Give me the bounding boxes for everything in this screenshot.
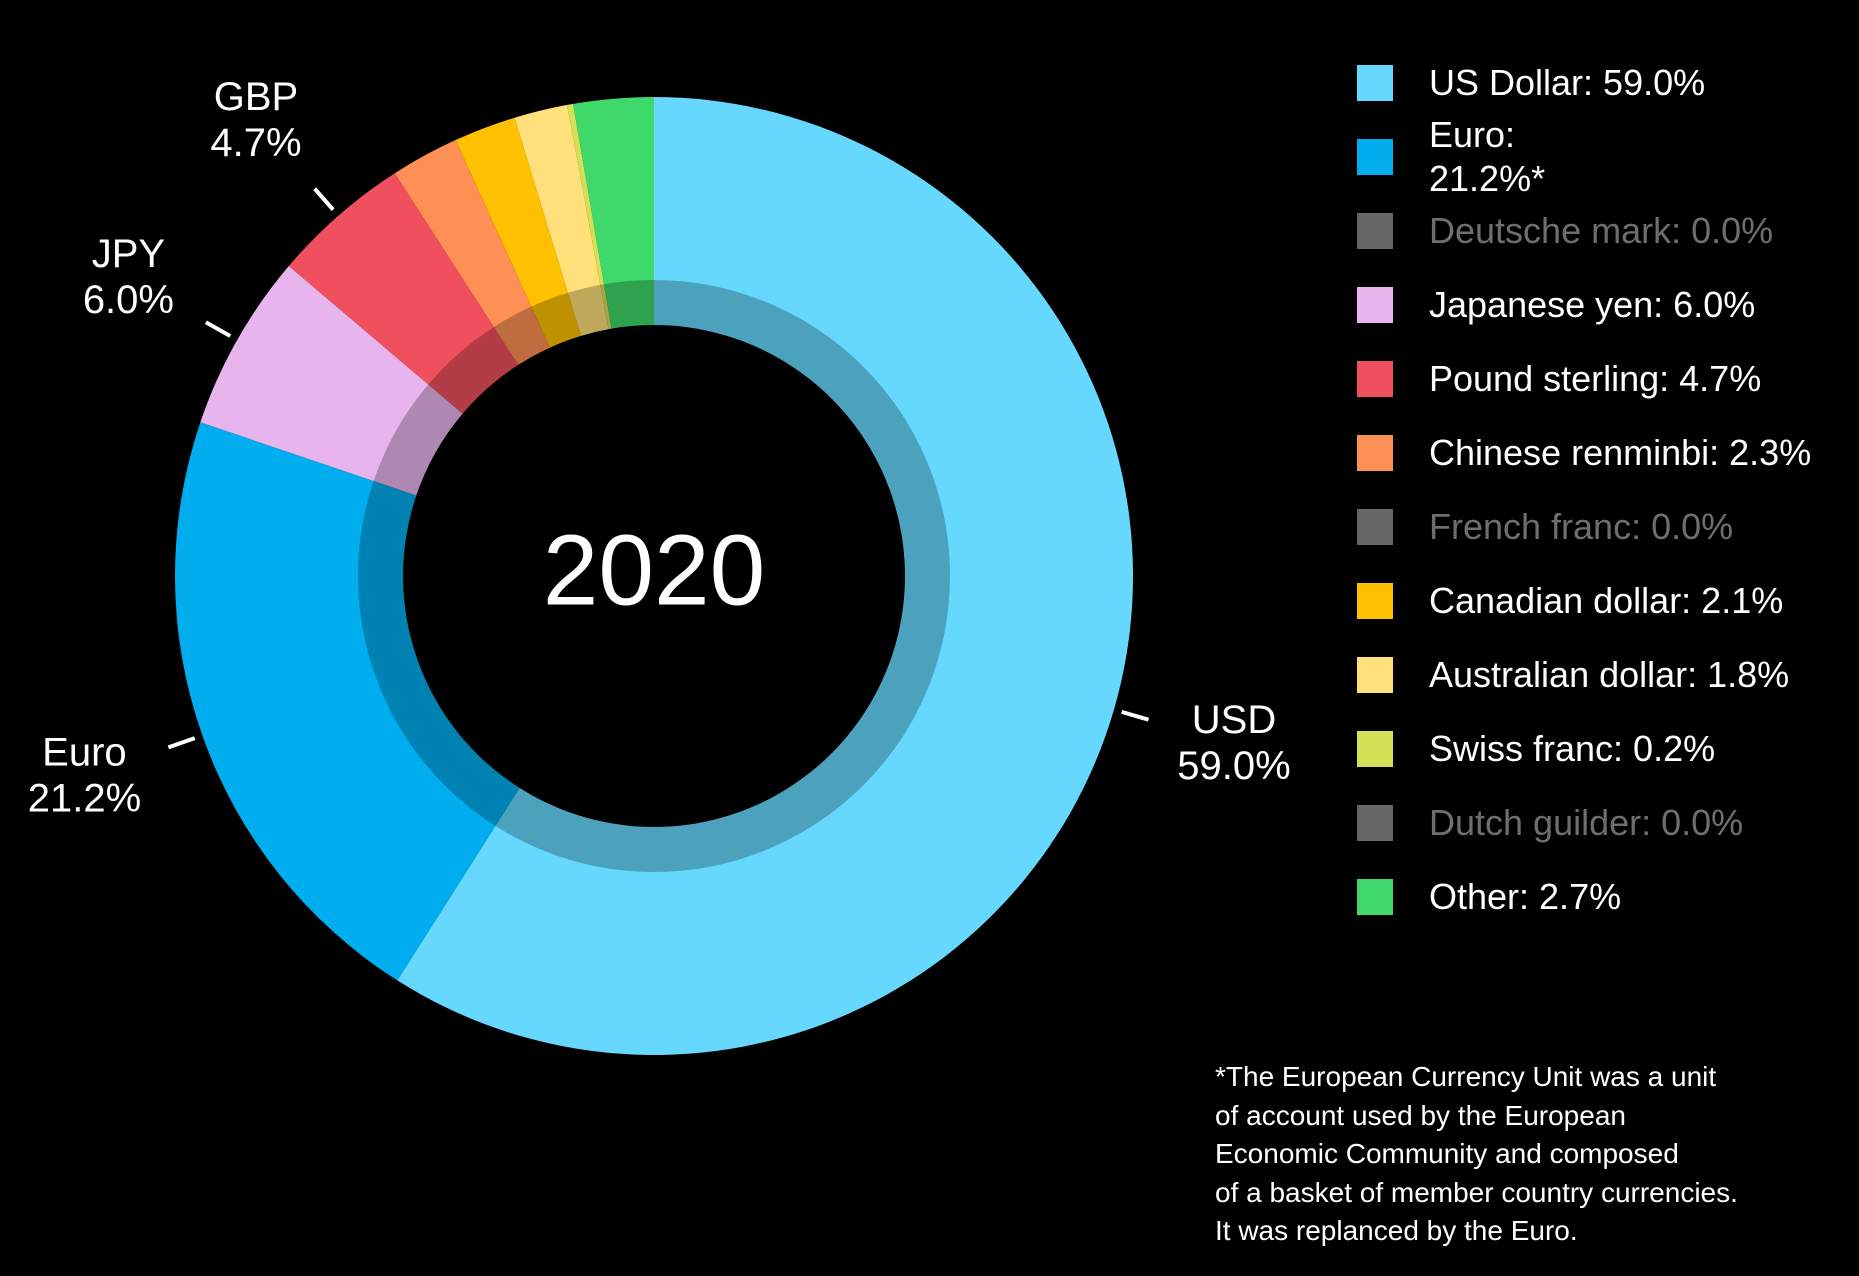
- legend-item: Dutch guilder: 0.0%: [1357, 786, 1811, 860]
- legend-label: Canadian dollar: 2.1%: [1429, 580, 1784, 621]
- legend-label: Euro: 21.2%*: [1429, 114, 1546, 199]
- legend-label: Other: 2.7%: [1429, 876, 1622, 917]
- slices: [174, 97, 1133, 1055]
- legend-label: Swiss franc: 0.2%: [1429, 728, 1716, 769]
- legend-label: Dutch guilder: 0.0%: [1429, 802, 1744, 843]
- legend-swatch: [1357, 361, 1393, 397]
- slice: [394, 140, 550, 365]
- legend-item: Australian dollar: 1.8%: [1357, 638, 1811, 712]
- legend-label: Australian dollar: 1.8%: [1429, 654, 1790, 695]
- legend: US Dollar: 59.0% Euro: 21.2%* Deutsche mar…: [1357, 46, 1811, 934]
- legend-swatch: [1357, 583, 1393, 619]
- slice-value-label: 4.7%: [210, 121, 301, 165]
- slice-label: JPY: [92, 232, 165, 276]
- callout-line: [167, 736, 196, 750]
- slice-label: GBP: [214, 75, 298, 119]
- legend-label: Chinese renminbi: 2.3%: [1429, 432, 1812, 473]
- slice: [573, 97, 654, 329]
- legend-label: Deutsche mark: 0.0%: [1429, 210, 1774, 251]
- legend-label: Japanese yen: 6.0%: [1429, 284, 1756, 325]
- callout-line: [313, 187, 335, 212]
- callout-line: [204, 320, 232, 338]
- legend-swatch: [1357, 139, 1393, 175]
- legend-item: French franc: 0.0%: [1357, 490, 1811, 564]
- legend-item: Euro: 21.2%*: [1357, 114, 1811, 199]
- legend-item: Deutsche mark: 0.0%: [1357, 194, 1811, 268]
- legend-swatch: [1357, 65, 1393, 101]
- legend-item: Japanese yen: 6.0%: [1357, 268, 1811, 342]
- legend-item: Canadian dollar: 2.1%: [1357, 564, 1811, 638]
- slice: [455, 117, 581, 348]
- inner-ring: [358, 280, 950, 872]
- slice-value-label: 6.0%: [83, 278, 174, 322]
- center-label: 2020: [543, 514, 765, 626]
- slice: [200, 266, 463, 496]
- legend-swatch: [1357, 435, 1393, 471]
- slice: [397, 97, 1133, 1055]
- slice-label: Euro: [42, 731, 127, 775]
- legend-label: Pound sterling: 4.7%: [1429, 358, 1762, 399]
- legend-label: US Dollar: 59.0%: [1429, 62, 1706, 103]
- slice: [567, 103, 612, 330]
- callout-line: [1121, 709, 1150, 722]
- slice-value-label: 21.2%: [28, 777, 141, 821]
- legend-item: Pound sterling: 4.7%: [1357, 342, 1811, 416]
- legend-item: Swiss franc: 0.2%: [1357, 712, 1811, 786]
- legend-swatch: [1357, 657, 1393, 693]
- legend-item: US Dollar: 59.0%: [1357, 46, 1811, 120]
- slice: [174, 422, 520, 981]
- legend-label: French franc: 0.0%: [1429, 506, 1734, 547]
- legend-swatch: [1357, 879, 1393, 915]
- slice-label: USD: [1192, 698, 1276, 742]
- slice-value-label: 59.0%: [1177, 744, 1290, 788]
- slice: [514, 104, 609, 336]
- footnote: *The European Currency Unit was a unit o…: [1215, 1061, 1738, 1246]
- legend-item: Chinese renminbi: 2.3%: [1357, 416, 1811, 490]
- legend-swatch: [1357, 509, 1393, 545]
- legend-swatch: [1357, 213, 1393, 249]
- legend-swatch: [1357, 731, 1393, 767]
- legend-item: Other: 2.7%: [1357, 860, 1811, 934]
- legend-swatch: [1357, 287, 1393, 323]
- legend-swatch: [1357, 805, 1393, 841]
- slice: [288, 173, 519, 414]
